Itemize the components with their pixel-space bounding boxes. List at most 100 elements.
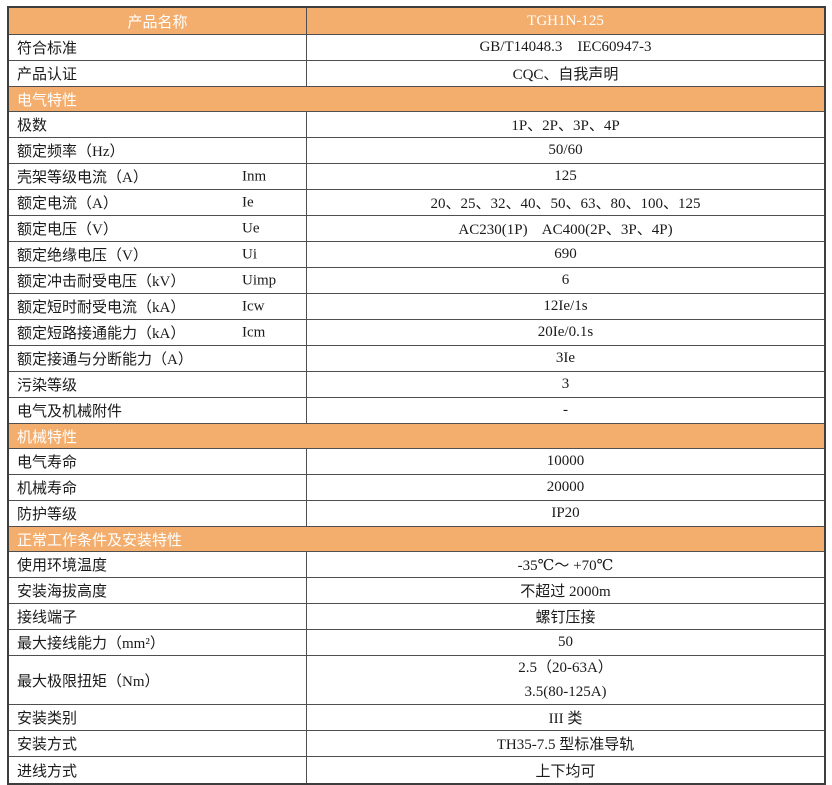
table-row: 额定绝缘电压（V） Ui 690 [9, 242, 824, 268]
table-row: 电气及机械附件 - [9, 398, 824, 424]
row-label-cell: 电气及机械附件 [9, 398, 307, 423]
row-value: 3 [561, 376, 570, 392]
table-row: 最大接线能力（mm²） 50 [9, 630, 824, 656]
row-value: 50/60 [548, 142, 583, 158]
product-name-header: 产品名称 [9, 8, 307, 34]
row-label: 额定绝缘电压（V） [17, 248, 148, 264]
section-title: 电气特性 [17, 92, 78, 109]
row-value: 上下均可 [535, 763, 596, 780]
table-row: 符合标准 GB/T14048.3 IEC60947-3 [9, 35, 824, 61]
row-value: 螺钉压接 [535, 610, 596, 626]
row-value: CQC、自我声明 [512, 67, 619, 83]
row-label-cell: 额定短路接通能力（kA） Icm [9, 320, 307, 345]
row-label-cell: 安装类别 [9, 705, 307, 730]
row-value-line: 2.5（20-63A） [518, 660, 613, 676]
row-value: 20、25、32、40、50、63、80、100、125 [430, 196, 701, 212]
table-row: 接线端子 螺钉压接 [9, 604, 824, 630]
table-row: 安装海拔高度 不超过 2000m [9, 578, 824, 604]
row-symbol: Ui [242, 246, 257, 262]
row-value: 3Ie [555, 350, 576, 366]
row-label-cell: 额定频率（Hz） [9, 138, 307, 163]
row-label-cell: 安装海拔高度 [9, 578, 307, 603]
row-value: 2.5（20-63A） 3.5(80-125A) [307, 656, 824, 704]
row-label-cell: 电气寿命 [9, 449, 307, 474]
section-header-mechanical: 机械特性 [9, 424, 824, 449]
row-label: 极数 [17, 118, 48, 134]
row-label-cell: 额定电压（V） Ue [9, 216, 307, 241]
row-value: 690 [554, 246, 577, 262]
row-label: 额定接通与分断能力（A） [17, 352, 193, 368]
row-value: 20000 [546, 479, 585, 495]
table-row: 最大极限扭矩（Nm） 2.5（20-63A） 3.5(80-125A) [9, 656, 824, 705]
row-label: 最大接线能力（mm²） [17, 636, 165, 652]
row-label-cell: 额定短时耐受电流（kA） Icw [9, 294, 307, 319]
row-label-cell: 使用环境温度 [9, 552, 307, 577]
row-label: 接线端子 [17, 610, 78, 626]
row-value: GB/T14048.3 IEC60947-3 [479, 39, 652, 55]
row-label: 进线方式 [17, 763, 78, 780]
row-label: 电气寿命 [17, 455, 78, 471]
row-label-cell: 安装方式 [9, 731, 307, 756]
row-value: 10000 [546, 453, 585, 469]
row-value: 不超过 2000m [520, 584, 611, 600]
table-row: 安装方式 TH35-7.5 型标准导轨 [9, 731, 824, 757]
table-row: 机械寿命 20000 [9, 475, 824, 501]
table-row: 额定频率（Hz） 50/60 [9, 138, 824, 164]
row-label: 使用环境温度 [17, 558, 108, 574]
table-header-row: 产品名称 TGH1N-125 [9, 8, 824, 35]
row-label: 额定电流（A） [17, 196, 118, 212]
row-value: -35℃～ +70℃ [517, 558, 614, 574]
row-label-cell: 最大接线能力（mm²） [9, 630, 307, 655]
row-label: 防护等级 [17, 507, 78, 523]
row-label-cell: 壳架等级电流（A） Inm [9, 164, 307, 189]
table-row: 使用环境温度 -35℃～ +70℃ [9, 552, 824, 578]
row-label: 额定电压（V） [17, 222, 118, 238]
row-label: 安装类别 [17, 711, 78, 727]
row-label-cell: 进线方式 [9, 757, 307, 783]
row-label-cell: 额定绝缘电压（V） Ui [9, 242, 307, 267]
section-header-electrical: 电气特性 [9, 87, 824, 112]
row-label-cell: 最大极限扭矩（Nm） [9, 656, 307, 704]
row-value: 125 [554, 168, 577, 184]
row-label-cell: 符合标准 [9, 35, 307, 60]
row-label-cell: 额定冲击耐受电压（kV） Uimp [9, 268, 307, 293]
row-label: 额定短路接通能力（kA） [17, 326, 186, 342]
row-label-cell: 极数 [9, 112, 307, 137]
table-row: 额定冲击耐受电压（kV） Uimp 6 [9, 268, 824, 294]
table-row: 壳架等级电流（A） Inm 125 [9, 164, 824, 190]
table-row: 极数 1P、2P、3P、4P [9, 112, 824, 138]
table-row: 额定短路接通能力（kA） Icm 20Ie/0.1s [9, 320, 824, 346]
row-label: 安装方式 [17, 737, 78, 753]
section-header-installation: 正常工作条件及安装特性 [9, 527, 824, 552]
row-label: 额定冲击耐受电压（kV） [17, 274, 186, 290]
table-row: 污染等级 3 [9, 372, 824, 398]
table-row: 进线方式 上下均可 [9, 757, 824, 783]
row-label-cell: 额定接通与分断能力（A） [9, 346, 307, 371]
row-label: 安装海拔高度 [17, 584, 108, 600]
row-symbol: Inm [242, 168, 267, 184]
row-symbol: Ie [242, 194, 254, 210]
row-label-cell: 防护等级 [9, 501, 307, 526]
row-label: 污染等级 [17, 378, 78, 394]
row-label: 额定短时耐受电流（kA） [17, 300, 186, 316]
row-symbol: Uimp [242, 272, 277, 288]
row-label: 电气及机械附件 [17, 404, 123, 420]
row-label-cell: 接线端子 [9, 604, 307, 629]
row-value: AC230(1P) AC400(2P、3P、4P) [458, 222, 673, 238]
table-row: 安装类别 III 类 [9, 705, 824, 731]
row-symbol: Icw [242, 298, 265, 314]
table-row: 电气寿命 10000 [9, 449, 824, 475]
row-label: 机械寿命 [17, 481, 78, 497]
row-value: 6 [561, 272, 570, 288]
row-value: 12Ie/1s [543, 298, 588, 314]
table-row: 额定电压（V） Ue AC230(1P) AC400(2P、3P、4P) [9, 216, 824, 242]
product-spec-table: 产品名称 TGH1N-125 符合标准 GB/T14048.3 IEC60947… [7, 6, 826, 785]
table-row: 防护等级 IP20 [9, 501, 824, 527]
product-model: TGH1N-125 [527, 12, 604, 29]
row-value: 1P、2P、3P、4P [511, 118, 620, 134]
row-label-cell: 产品认证 [9, 61, 307, 86]
section-title: 机械特性 [17, 429, 78, 446]
row-symbol: Icm [242, 324, 266, 340]
row-label-cell: 机械寿命 [9, 475, 307, 500]
row-label: 最大极限扭矩（Nm） [17, 673, 160, 690]
